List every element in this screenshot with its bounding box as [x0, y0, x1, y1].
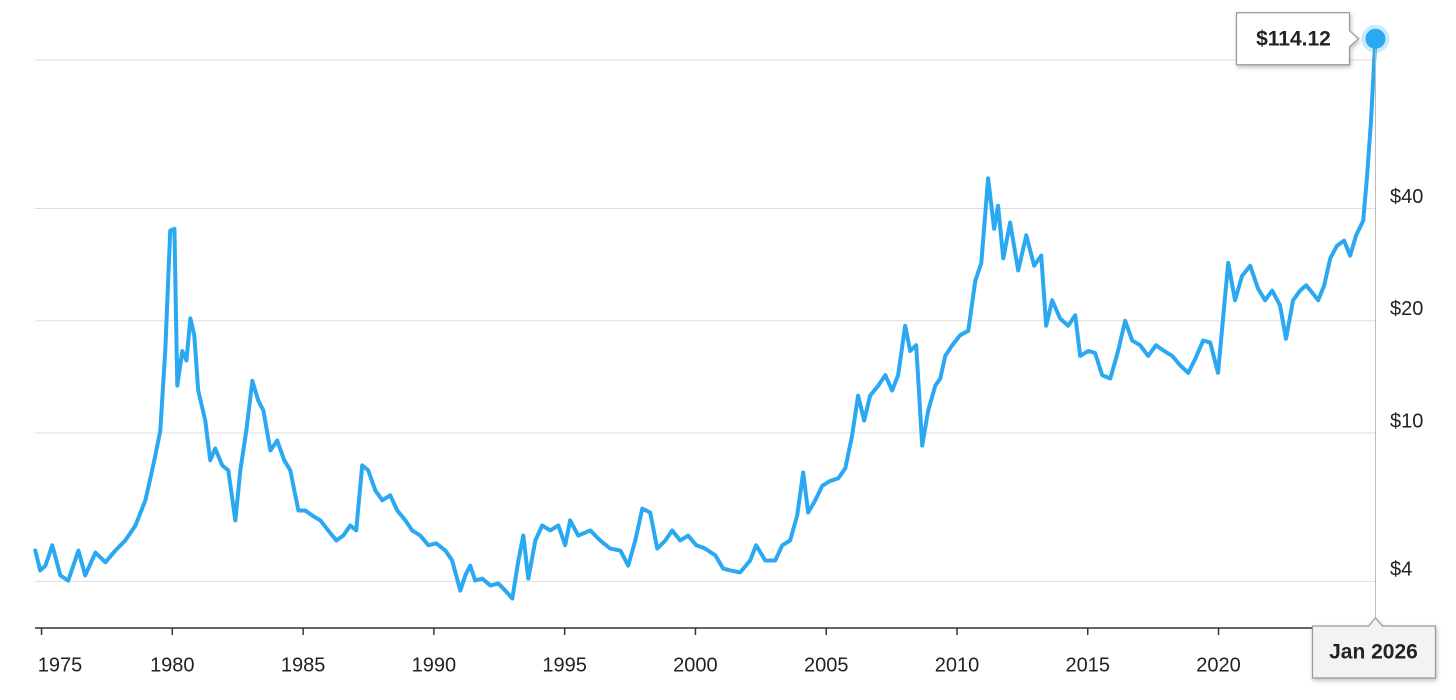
y-tick-label: $40: [1390, 186, 1423, 208]
x-tick-label: 2015: [1066, 654, 1111, 676]
x-tick-label: 1990: [412, 654, 457, 676]
date-tooltip-label: Jan 2026: [1329, 641, 1418, 664]
value-tooltip-label: $114.12: [1256, 27, 1331, 50]
hover-dot: [1365, 28, 1386, 49]
x-tick-label: 1975: [38, 654, 83, 676]
x-tick-label: 1980: [150, 654, 195, 676]
value-tooltip: $114.12: [1235, 12, 1360, 66]
x-tick-label: 2020: [1196, 654, 1241, 676]
value-tooltip-box: [1235, 12, 1360, 66]
y-tick-label: $20: [1390, 298, 1423, 320]
y-tick-label: $4: [1390, 559, 1412, 581]
x-tick-label: 2005: [804, 654, 849, 676]
date-tooltip: Jan 2026: [1311, 617, 1437, 679]
x-tick-label: 1995: [542, 654, 587, 676]
x-tick-label: 1985: [281, 654, 326, 676]
y-tick-label: $10: [1390, 410, 1423, 432]
x-tick-label: 2000: [673, 654, 718, 676]
date-tooltip-box: [1311, 617, 1437, 679]
x-tick-label: 2010: [935, 654, 980, 676]
price-line: [33, 36, 1378, 601]
